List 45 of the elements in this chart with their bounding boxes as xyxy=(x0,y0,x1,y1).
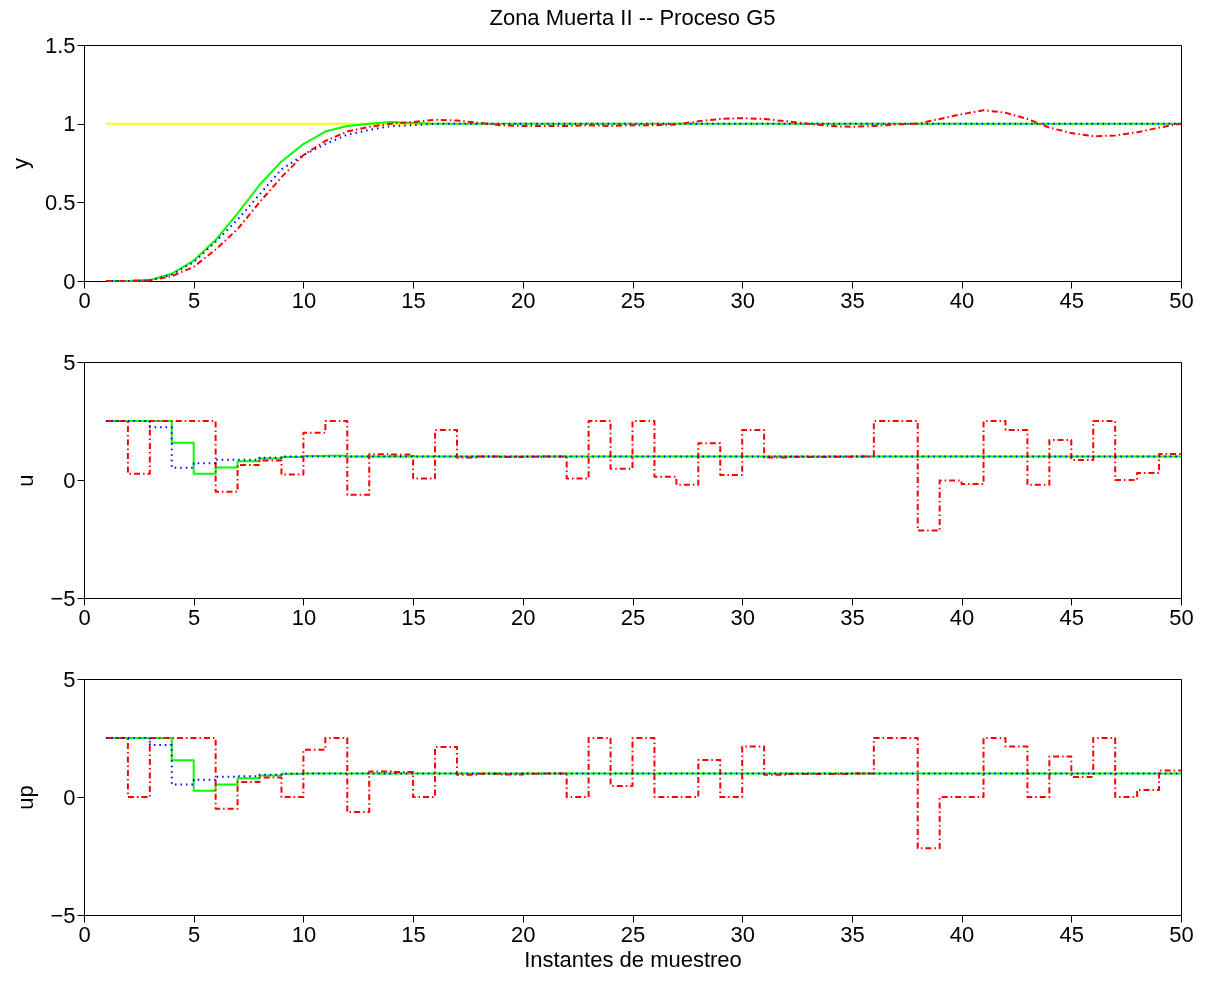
x-tick-label: 20 xyxy=(511,921,536,947)
x-tick-label: 5 xyxy=(188,921,201,947)
x-tick-label: 25 xyxy=(620,921,646,947)
x-tick-label: 50 xyxy=(1169,604,1194,630)
x-axis-title: Instantes de muestreo xyxy=(524,946,742,972)
x-tick-label: 5 xyxy=(188,604,201,630)
x-tick-label: 45 xyxy=(1059,604,1085,630)
y-tick-label: 0 xyxy=(63,268,76,294)
y-tick-label: −5 xyxy=(50,902,76,928)
x-tick-label: 30 xyxy=(730,921,755,947)
x-tick-label: 15 xyxy=(401,604,426,630)
x-tick-label: 10 xyxy=(291,287,317,313)
y-tick-label: 5 xyxy=(63,349,76,375)
x-tick-label: 15 xyxy=(401,287,426,313)
x-tick-label: 25 xyxy=(620,287,646,313)
y-tick-label: 0 xyxy=(63,467,76,493)
x-tick-label: 5 xyxy=(188,287,201,313)
x-tick-label: 45 xyxy=(1059,287,1085,313)
x-tick-label: 10 xyxy=(291,921,317,947)
y-tick-label: 0.5 xyxy=(44,189,76,215)
x-tick-label: 30 xyxy=(730,287,755,313)
y-tick-label: −5 xyxy=(50,585,76,611)
y-tick-label: 5 xyxy=(63,666,76,692)
y-tick-label: 1.5 xyxy=(44,32,76,58)
x-tick-label: 15 xyxy=(401,921,426,947)
x-tick-label: 35 xyxy=(840,921,865,947)
y-tick-label: 1 xyxy=(63,111,76,137)
x-tick-label: 40 xyxy=(949,604,975,630)
y-axis-title: u xyxy=(13,474,39,487)
x-tick-label: 35 xyxy=(840,287,865,313)
y-tick-label: 0 xyxy=(63,784,76,810)
x-tick-label: 20 xyxy=(511,604,536,630)
x-tick-label: 20 xyxy=(511,287,536,313)
chart-title: Zona Muerta II -- Proceso G5 xyxy=(489,5,776,30)
x-tick-label: 10 xyxy=(291,604,317,630)
x-tick-label: 25 xyxy=(620,604,646,630)
y-axis-title: up xyxy=(13,785,39,810)
x-tick-label: 50 xyxy=(1169,921,1194,947)
x-tick-label: 40 xyxy=(949,287,975,313)
x-tick-label: 45 xyxy=(1059,921,1085,947)
y-axis-title: y xyxy=(7,158,33,169)
x-tick-label: 40 xyxy=(949,921,975,947)
x-tick-label: 30 xyxy=(730,604,755,630)
x-tick-label: 50 xyxy=(1169,287,1194,313)
x-tick-label: 35 xyxy=(840,604,865,630)
